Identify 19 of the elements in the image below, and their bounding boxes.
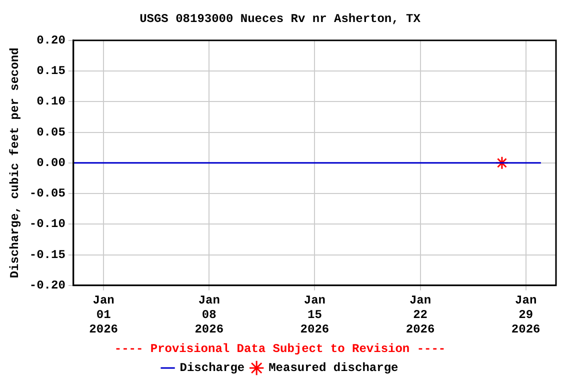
y-axis-title: Discharge, cubic feet per second [8, 48, 22, 278]
legend-label: Discharge [180, 361, 245, 376]
x-tick-label: Jan 01 2026 [89, 294, 118, 336]
y-tick-label: -0.10 [29, 217, 66, 232]
x-tick-label: Jan 22 2026 [406, 294, 435, 336]
legend-label: Measured discharge [268, 361, 398, 376]
y-tick-label: -0.05 [29, 186, 66, 201]
x-tick-label: Jan 08 2026 [194, 294, 224, 336]
x-tick-label: Jan 29 2026 [511, 294, 540, 336]
y-tick-label: 0.10 [36, 94, 66, 109]
y-tick-label: 0.00 [36, 156, 66, 170]
y-tick-label: 0.15 [36, 64, 66, 78]
x-tick-label: Jan 15 2026 [300, 294, 330, 336]
y-tick-label: -0.20 [29, 278, 66, 292]
y-tick-label: 0.20 [36, 33, 66, 48]
y-tick-label: 0.05 [36, 125, 66, 140]
text: ---- Provisional Data Subject to Revision ---- [114, 342, 446, 356]
y-tick-label: -0.15 [29, 248, 66, 262]
chart-title: USGS 08193000 Nueces Rv nr Asherton, TX [140, 12, 422, 26]
